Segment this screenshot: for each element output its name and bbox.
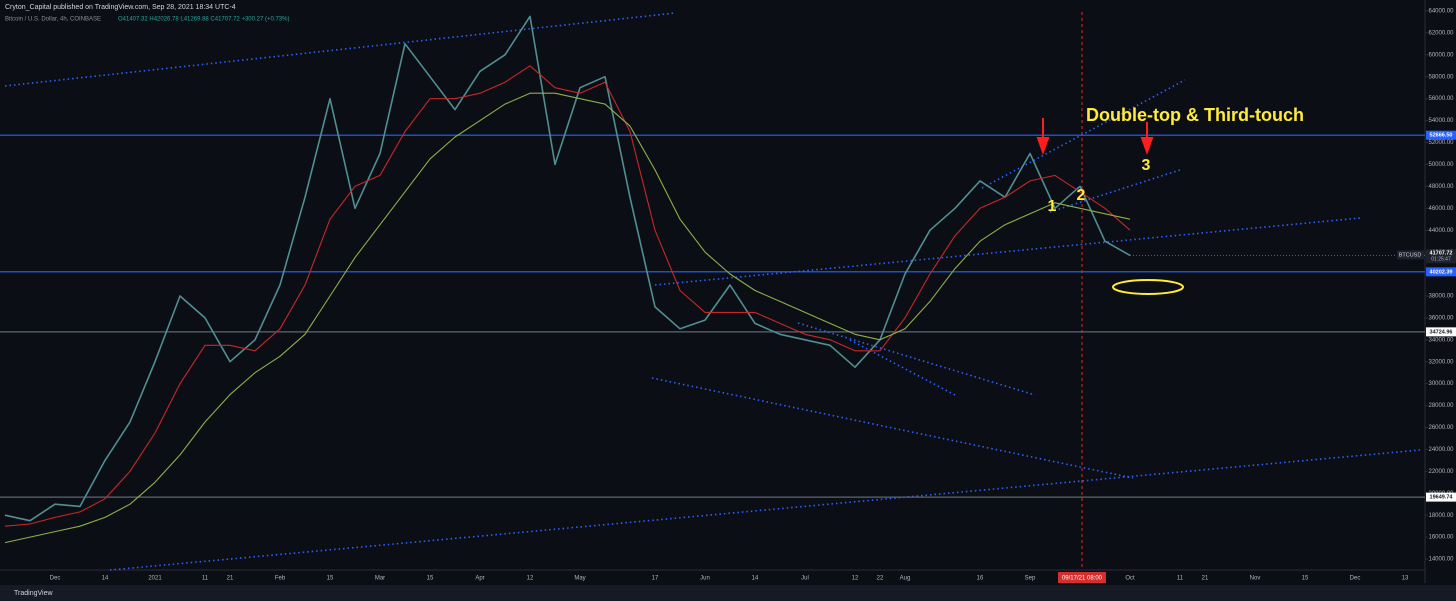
x-tick-label: 15 <box>327 576 334 582</box>
trend-line <box>1049 169 1181 213</box>
level-label-box <box>1426 130 1456 140</box>
x-tick-label: Aug <box>900 576 911 582</box>
x-tick-label: 11 <box>1177 576 1184 582</box>
price-line <box>4 15 1131 522</box>
x-tick-label: Jun <box>700 576 710 582</box>
x-tick-label: Apr <box>475 576 484 582</box>
level-label: 19649.74 <box>1430 495 1454 501</box>
x-tick-label: 12 <box>852 576 859 582</box>
symbol-box <box>1397 250 1424 260</box>
level-label-box <box>1426 492 1456 502</box>
x-tick-label: 21 <box>227 576 234 582</box>
trend-line <box>849 339 956 396</box>
x-tick-label: 16 <box>977 576 984 582</box>
y-tick-label: 52000.00 <box>1428 140 1454 146</box>
x-tick-label: 21 <box>1202 576 1209 582</box>
y-tick-label: 46000.00 <box>1428 206 1454 212</box>
y-tick-label: 36000.00 <box>1428 315 1454 321</box>
y-tick-label: 32000.00 <box>1428 359 1454 365</box>
x-tick-label: Nov <box>1250 576 1261 582</box>
x-tick-label: 12 <box>527 576 534 582</box>
x-tick-label: 14 <box>102 576 109 582</box>
x-tick-label: 17 <box>652 576 659 582</box>
level-label-box <box>1426 327 1456 337</box>
level-label: 34724.96 <box>1430 329 1453 335</box>
trend-line <box>651 377 1134 479</box>
x-tick-label: 15 <box>427 576 434 582</box>
y-tick-label: 18000.00 <box>1428 513 1454 519</box>
y-tick-label: 30000.00 <box>1428 381 1454 387</box>
x-tick-label: 11 <box>202 576 209 582</box>
footer-brand[interactable]: TradingView <box>14 590 53 597</box>
y-tick-label: 54000.00 <box>1428 118 1454 124</box>
y-tick-label: 26000.00 <box>1428 425 1454 431</box>
crosshair-label: 09/17/21 08:00 <box>1062 576 1103 582</box>
x-tick-label: May <box>574 576 585 582</box>
trend-lines <box>4 12 1421 571</box>
plot <box>0 15 1425 544</box>
x-tick-label: 14 <box>752 576 759 582</box>
trend-line <box>797 322 1036 396</box>
y-tick-label: 50000.00 <box>1428 162 1454 168</box>
x-tick-label: 22 <box>877 576 884 582</box>
arrow <box>1140 122 1154 155</box>
moving-average <box>4 92 1131 544</box>
highlight-ellipse <box>1112 279 1184 295</box>
moving-average <box>4 65 1131 527</box>
annotation-title: Double-top & Third-touch <box>1086 105 1304 125</box>
y-tick-label: 60000.00 <box>1428 52 1454 58</box>
y-tick-label: 58000.00 <box>1428 74 1454 80</box>
trend-line <box>109 449 1421 571</box>
y-tick-label: 44000.00 <box>1428 228 1454 234</box>
x-tick-label: Oct <box>1125 576 1135 582</box>
last-price-label: 41707.72 <box>1430 250 1453 256</box>
annotation-label: 1 <box>1048 198 1057 215</box>
y-tick-label: 34000.00 <box>1428 337 1454 343</box>
y-tick-label: 62000.00 <box>1428 30 1454 36</box>
countdown-label: 01:25:47 <box>1431 257 1451 263</box>
level-label: 52666.50 <box>1430 133 1453 139</box>
x-tick-label: 13 <box>1402 576 1409 582</box>
y-tick-label: 14000.00 <box>1428 557 1454 563</box>
annotation-label: 2 <box>1077 187 1086 204</box>
level-label-box <box>1426 267 1456 277</box>
ohlc-line: O41407.32 H42026.78 L41269.88 C41707.72 … <box>118 17 289 23</box>
symbol-line: Bitcoin / U.S. Dollar, 4h, COINBASE <box>5 17 101 23</box>
x-tick-label: Feb <box>275 576 286 582</box>
annotation-label: 3 <box>1142 157 1151 174</box>
x-tick-label: Sep <box>1025 576 1036 582</box>
x-tick-label: Jul <box>801 576 809 582</box>
y-tick-label: 24000.00 <box>1428 447 1454 453</box>
arrow <box>1036 118 1050 155</box>
y-tick-label: 28000.00 <box>1428 403 1454 409</box>
y-tick-label: 16000.00 <box>1428 535 1454 541</box>
y-tick-label: 38000.00 <box>1428 294 1454 300</box>
y-tick-label: 22000.00 <box>1428 469 1454 475</box>
y-tick-label: 48000.00 <box>1428 184 1454 190</box>
crosshair-label-box <box>1058 572 1106 583</box>
last-price-box <box>1426 249 1456 264</box>
y-tick-label: 64000.00 <box>1428 9 1454 15</box>
y-tick-label: 56000.00 <box>1428 96 1454 102</box>
trend-line <box>654 217 1361 286</box>
x-tick-label: Dec <box>50 576 61 582</box>
x-tick-label: 2021 <box>148 576 162 582</box>
symbol-label: BTCUSD <box>1399 252 1422 258</box>
x-tick-label: Mar <box>375 576 385 582</box>
x-tick-label: Dec <box>1350 576 1361 582</box>
level-label: 40202.39 <box>1430 269 1453 275</box>
x-tick-label: 15 <box>1302 576 1309 582</box>
publisher-line: Cryton_Capital published on TradingView.… <box>5 4 236 11</box>
footer-bar <box>0 585 1456 601</box>
